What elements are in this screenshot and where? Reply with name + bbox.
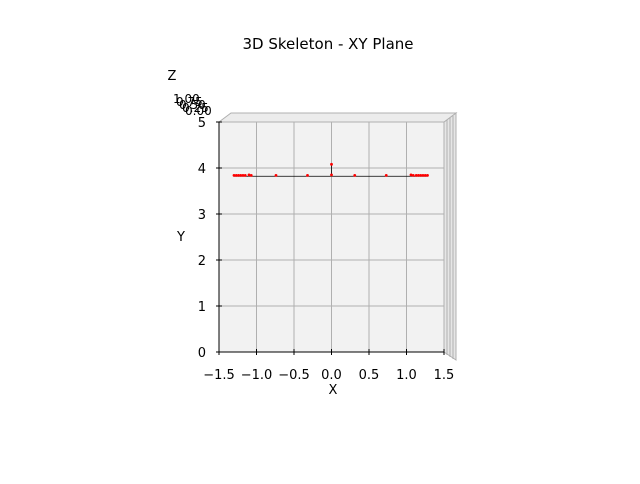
y-ticks: 0 1 2 3 4 5 (198, 116, 222, 361)
skeleton-joint-point (417, 173, 420, 177)
skeleton-joint-point (423, 173, 427, 177)
skeleton-joint-point (237, 173, 240, 177)
x-tick-label: −1.5 (203, 368, 235, 383)
svg-text:0.25: 0.25 (182, 101, 209, 115)
chart-title: 3D Skeleton - XY Plane (242, 35, 413, 53)
x-tick-label: 0.0 (321, 368, 342, 383)
x-tick-label: −0.5 (278, 368, 310, 383)
side-pane-grid (446, 116, 454, 359)
x-tick-label: 0.5 (359, 368, 380, 383)
z-tick-labels-cluster: 1.00 0.75 0.50 0.25 0.00 (173, 92, 212, 118)
skeleton-joint-point (414, 173, 418, 177)
skeleton-joint-point (421, 173, 425, 177)
svg-text:0.75: 0.75 (176, 95, 203, 109)
z-axis-label: Z (168, 69, 177, 84)
x-tick-label: −1.0 (241, 368, 273, 383)
skeleton-joint-point (232, 173, 236, 177)
skeleton-joint-point (243, 173, 247, 177)
y-tick-label: 2 (198, 254, 206, 269)
y-tick-label: 3 (198, 208, 206, 223)
skeleton-joint-point (330, 173, 333, 177)
skeleton-joint-point (426, 173, 429, 177)
skeleton-joint-point (419, 173, 423, 177)
skeleton-joint-point (306, 173, 309, 177)
skeleton-joint-point (247, 173, 251, 177)
skeleton-joint-point (353, 173, 357, 177)
x-ticks: −1.5 −1.0 −0.5 0.0 0.5 1.0 1.5 (203, 349, 454, 383)
svg-text:0.00: 0.00 (185, 104, 212, 118)
skeleton-joint-point (241, 173, 245, 177)
y-tick-label: 5 (198, 116, 206, 131)
svg-text:1.00: 1.00 (173, 92, 200, 106)
skeleton-joint-point (274, 173, 278, 177)
skeleton-joint-point (384, 173, 388, 177)
x-tick-label: 1.5 (434, 368, 455, 383)
x-axis-label: X (329, 383, 338, 398)
skeleton-joint-point (330, 162, 333, 166)
y-tick-label: 4 (198, 162, 206, 177)
y-tick-label: 0 (198, 346, 206, 361)
skeleton-joints (232, 162, 429, 177)
skeleton-joint-point (249, 173, 253, 177)
y-tick-label: 1 (198, 300, 206, 315)
svg-text:0.50: 0.50 (179, 98, 206, 112)
x-tick-label: 1.0 (396, 368, 417, 383)
skeleton-joint-point (411, 173, 415, 177)
y-axis-label: Y (176, 230, 185, 245)
skeleton-joint-point (409, 173, 413, 177)
skeleton-joint-point (239, 173, 243, 177)
skeleton-joint-point (234, 173, 238, 177)
top-pane (217, 112, 458, 123)
